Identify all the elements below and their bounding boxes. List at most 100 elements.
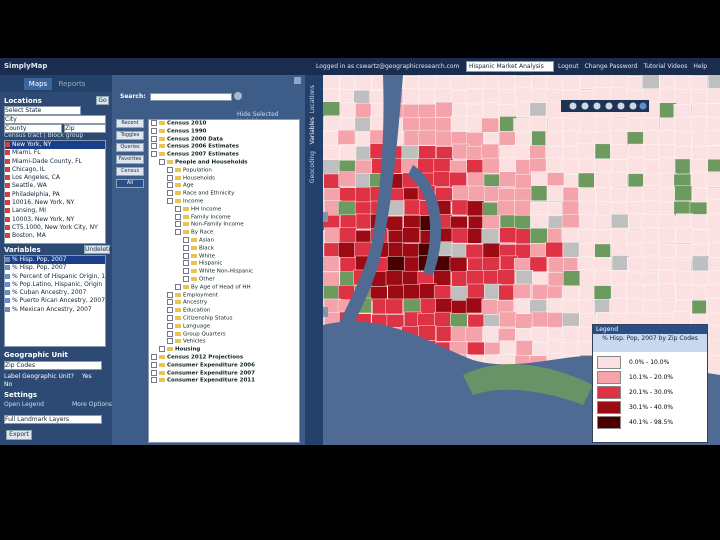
tree-row[interactable]: Income xyxy=(149,197,299,206)
expander[interactable] xyxy=(183,252,189,259)
search-by[interactable]: Census tract | Block group xyxy=(4,132,84,139)
expander[interactable] xyxy=(151,120,157,126)
filter-button[interactable]: Census xyxy=(116,167,144,176)
expander[interactable] xyxy=(167,174,173,181)
tool-icon[interactable] xyxy=(629,102,637,110)
tool-icon[interactable] xyxy=(593,102,601,110)
tree-row[interactable]: Vehicles xyxy=(149,338,299,346)
export-button[interactable]: Export xyxy=(6,430,32,440)
tool-icon[interactable] xyxy=(569,102,577,110)
tree-row[interactable]: Employment xyxy=(149,291,299,300)
tree-row[interactable]: Education xyxy=(149,307,299,315)
tree-row[interactable]: Language xyxy=(149,322,299,331)
county-input[interactable]: County xyxy=(4,124,62,133)
tree-row[interactable]: Census 2012 Projections xyxy=(149,353,299,362)
tool-icon[interactable] xyxy=(605,102,613,110)
expander[interactable] xyxy=(183,244,189,251)
location-item[interactable]: Seattle, WA xyxy=(5,182,105,190)
close-button[interactable] xyxy=(294,77,301,84)
tree-row[interactable]: Population xyxy=(149,166,299,175)
tree-row[interactable]: People and Households xyxy=(149,158,299,167)
expander[interactable] xyxy=(167,166,173,173)
location-item[interactable]: Los Angeles, CA xyxy=(5,174,105,182)
expander[interactable] xyxy=(167,330,173,337)
tool-icon[interactable] xyxy=(617,102,625,110)
filter-button[interactable]: Queries xyxy=(116,143,144,152)
expander[interactable] xyxy=(151,143,157,150)
tree-row[interactable]: Consumer Expenditure 2011 xyxy=(149,377,299,385)
expander[interactable] xyxy=(183,260,189,267)
location-item[interactable]: 10016, New York, NY xyxy=(5,199,105,207)
expander[interactable] xyxy=(167,314,173,321)
expander[interactable] xyxy=(167,307,173,314)
expander[interactable] xyxy=(167,182,173,189)
tree-row[interactable]: Non-Family Income xyxy=(149,221,299,229)
tree-row[interactable]: Census 1990 xyxy=(149,127,299,136)
expander[interactable] xyxy=(175,205,181,212)
open-legend[interactable]: Open Legend xyxy=(4,401,44,408)
expander[interactable] xyxy=(151,135,157,142)
tab[interactable]: Maps xyxy=(24,78,52,90)
variable-item[interactable]: % Cuban Ancestry, 2007 xyxy=(5,289,105,297)
undelete-button[interactable]: Undelete xyxy=(84,245,113,254)
variable-item[interactable]: % Mexican Ancestry, 2007 xyxy=(5,306,105,314)
expander[interactable] xyxy=(175,229,181,236)
tree-row[interactable]: Census 2010 xyxy=(149,120,299,128)
expander[interactable] xyxy=(167,190,173,197)
filter-button[interactable]: Toggles xyxy=(116,131,144,140)
expander[interactable] xyxy=(151,127,157,134)
expander[interactable] xyxy=(183,236,189,243)
variable-item[interactable]: % Percent of Hispanic Origin, 1990 xyxy=(5,273,105,281)
expander[interactable] xyxy=(151,377,157,384)
location-item[interactable]: Miami, FL xyxy=(5,149,105,157)
tree-row[interactable]: Citizenship Status xyxy=(149,314,299,323)
expander[interactable] xyxy=(175,213,181,220)
expander[interactable] xyxy=(183,275,189,282)
tree-row[interactable]: Age xyxy=(149,182,299,190)
expander[interactable] xyxy=(167,322,173,329)
zoom-out[interactable] xyxy=(323,307,328,317)
variable-item[interactable]: % Puerto Rican Ancestry, 2007 xyxy=(5,297,105,305)
tool-icon[interactable] xyxy=(581,102,589,110)
location-item[interactable]: CT5.1000, New York City, NY xyxy=(5,224,105,232)
state-select[interactable]: Select State xyxy=(4,106,81,115)
tree-row[interactable]: Housing xyxy=(149,346,299,354)
zoom-in[interactable] xyxy=(323,212,328,222)
tree-row[interactable]: By Race xyxy=(149,229,299,237)
search-button[interactable] xyxy=(234,92,242,100)
tree-row[interactable]: Family Income xyxy=(149,213,299,222)
nav-link[interactable]: Change Password xyxy=(584,63,638,70)
variable-item[interactable]: % Pop.Latino, Hispanic, Origin xyxy=(5,281,105,289)
project-select[interactable]: Hispanic Market Analysis xyxy=(466,61,554,72)
expander[interactable] xyxy=(159,346,165,353)
location-item[interactable]: 10003, New York, NY xyxy=(5,216,105,224)
tool-icon[interactable] xyxy=(639,102,647,110)
tree-row[interactable]: Households xyxy=(149,174,299,183)
expander[interactable] xyxy=(159,158,165,165)
location-item[interactable]: Miami-Dade County, FL xyxy=(5,158,105,166)
tab[interactable]: Reports xyxy=(58,80,86,88)
tree-row[interactable]: Consumer Expenditure 2007 xyxy=(149,369,299,378)
tree-row[interactable]: Census 2006 Estimates xyxy=(149,143,299,151)
expander[interactable] xyxy=(183,268,189,275)
tree-row[interactable]: Hispanic xyxy=(149,260,299,268)
expander[interactable] xyxy=(175,221,181,228)
filter-button[interactable]: All xyxy=(116,179,144,188)
location-item[interactable]: Chicago, IL xyxy=(5,166,105,174)
filter-button[interactable]: Recent xyxy=(116,119,144,128)
tree-row[interactable]: HH Income xyxy=(149,205,299,214)
tree-row[interactable]: Census 2000 Data xyxy=(149,135,299,144)
city-input[interactable]: City xyxy=(4,115,106,124)
more-options[interactable]: More Options xyxy=(72,401,112,408)
go-button[interactable]: Go xyxy=(96,96,109,105)
expander[interactable] xyxy=(151,369,157,376)
side-tab[interactable]: Locations xyxy=(309,85,316,114)
search-input[interactable] xyxy=(150,93,232,101)
tree-row[interactable]: Census 2007 Estimates xyxy=(149,151,299,159)
radio-yes[interactable]: Yes xyxy=(82,373,92,380)
layer-select[interactable]: Full Landmark Layers xyxy=(4,415,102,424)
tree-row[interactable]: Ancestry xyxy=(149,299,299,307)
expander[interactable] xyxy=(151,151,157,158)
location-item[interactable]: New York, NY xyxy=(5,141,105,150)
tree-row[interactable]: By Age of Head of HH xyxy=(149,283,299,292)
